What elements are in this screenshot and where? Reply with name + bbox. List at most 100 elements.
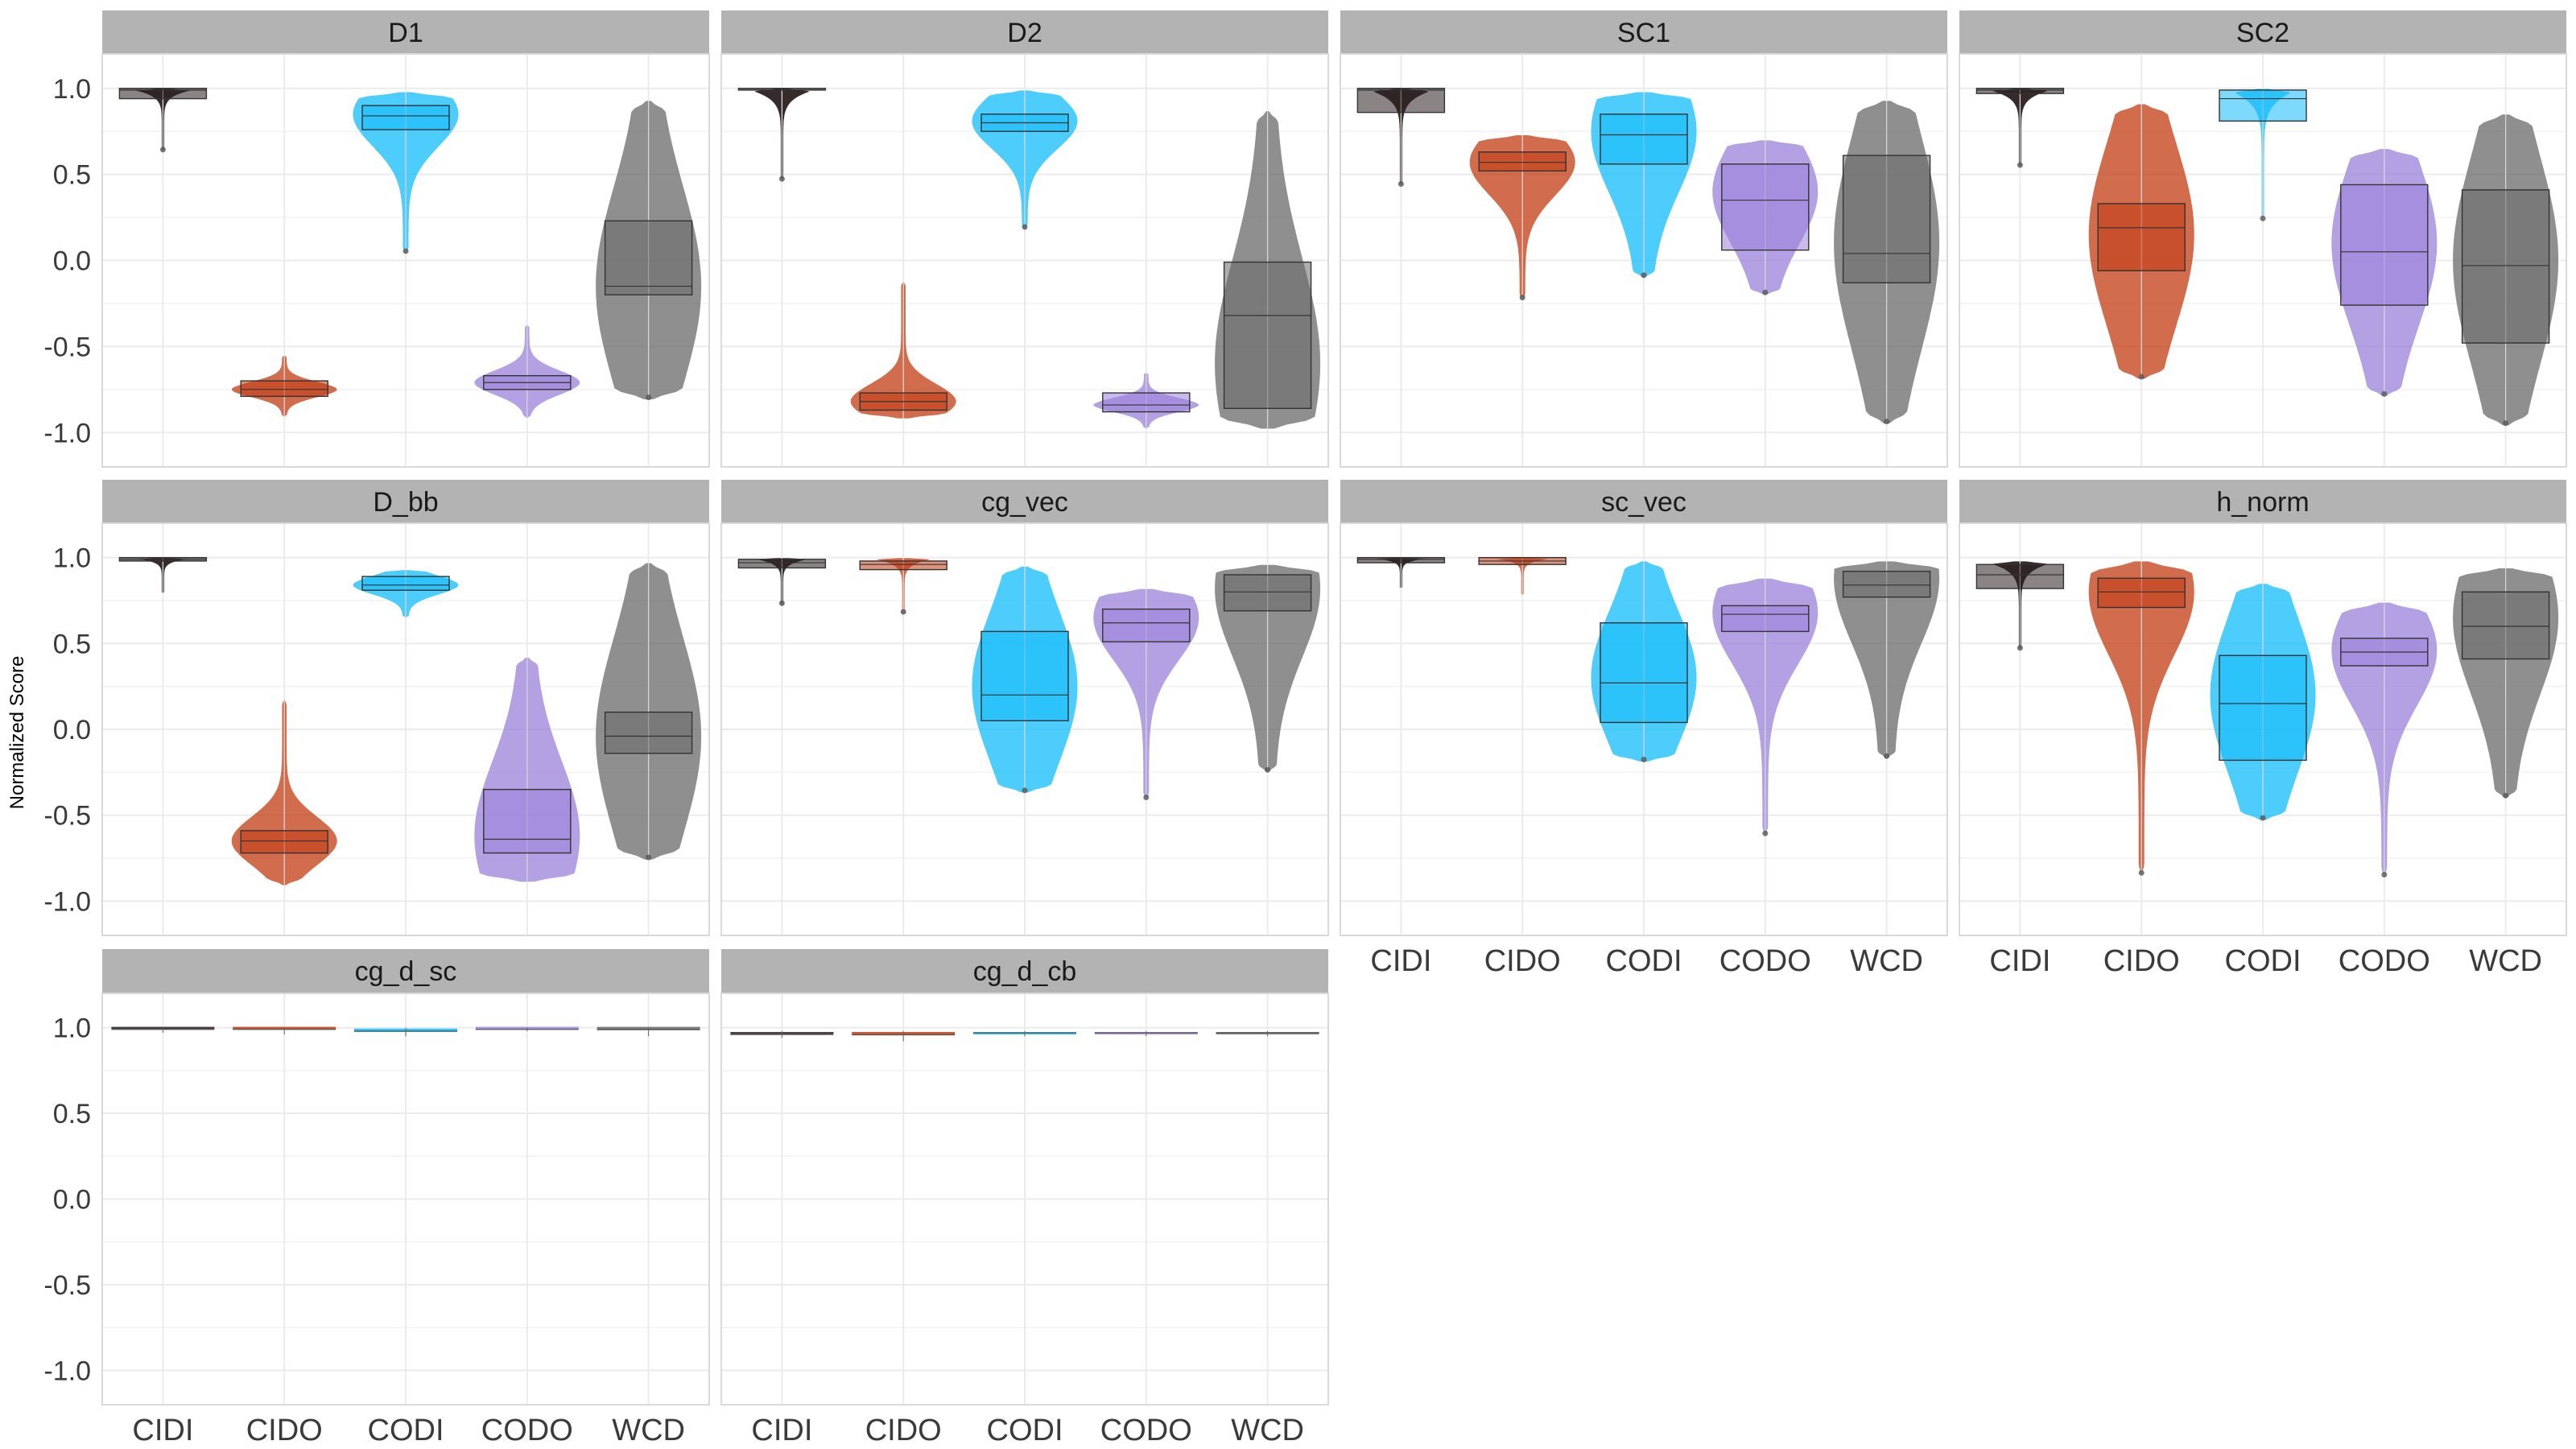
violin-CODO — [2330, 148, 2438, 397]
panel-D_bb: D_bb 1.0 0.5 0.0 -0.5 -1.0 — [43, 480, 710, 936]
box — [361, 105, 450, 130]
x-tick-label: CODO — [1100, 1414, 1192, 1447]
violin-CIDO — [1468, 134, 1576, 301]
outlier-point — [778, 600, 785, 606]
violin-CIDO — [859, 557, 947, 615]
outlier-point — [1519, 295, 1525, 301]
x-tick-label: WCD — [612, 1414, 685, 1447]
outlier-point — [1143, 794, 1150, 800]
panel-cg_d_sc: cg_d_sc 1.0 0.5 0.0 -0.5 -1.0 CIDI CIDO CODI CODO… — [43, 949, 710, 1447]
x-tick-label: CODO — [1719, 944, 1811, 978]
violin-CODI — [352, 91, 460, 254]
violin-CIDO — [230, 698, 338, 886]
y-tick-label: -0.5 — [43, 1270, 91, 1301]
violin-CODI — [352, 569, 460, 618]
violin-CODI — [2219, 88, 2307, 221]
outlier-point — [1641, 757, 1647, 763]
violin-CODI — [1590, 560, 1698, 763]
box — [2461, 591, 2550, 660]
violin-CIDI — [1975, 560, 2065, 651]
outlier-point — [2017, 162, 2023, 168]
panel-strip — [1340, 10, 1947, 54]
violin-CODO — [473, 324, 581, 419]
panel-border — [720, 993, 1329, 1406]
outlier-point — [900, 609, 906, 615]
outlier-point — [1022, 224, 1028, 230]
x-tick-label: CODI — [987, 1414, 1063, 1447]
box — [1842, 155, 1931, 283]
violin-CIDO — [849, 280, 957, 419]
panel-title: sc_vec — [1601, 487, 1686, 518]
violin-CODI — [971, 565, 1079, 794]
y-tick-label: -0.5 — [43, 801, 91, 832]
box — [240, 380, 328, 398]
violin-CIDO — [1478, 556, 1567, 597]
violin-CODO — [1092, 371, 1200, 430]
x-tick-label: CIDI — [132, 1414, 193, 1447]
box — [1102, 392, 1191, 413]
y-tick-label: 0.5 — [53, 629, 91, 659]
violin-CODI — [973, 1030, 1076, 1037]
x-tick-label: CIDI — [1989, 944, 2050, 978]
violin-CIDI — [1356, 556, 1446, 589]
y-tick-label: -0.5 — [43, 332, 91, 362]
violin-CIDO — [852, 1030, 956, 1042]
outlier-point — [402, 248, 409, 254]
box — [1600, 114, 1688, 165]
box — [604, 711, 693, 754]
violin-WCD — [1214, 110, 1322, 430]
box — [361, 576, 450, 591]
box — [2097, 203, 2186, 272]
panel-h_norm: h_norm CIDI CIDO CODI CODO WCD — [1959, 480, 2567, 978]
panel-border — [1959, 53, 2567, 468]
box — [1721, 605, 1810, 633]
violin-CIDI — [737, 557, 827, 606]
outlier-point — [646, 394, 652, 401]
panel-border — [101, 522, 710, 936]
violin-WCD — [1833, 100, 1941, 425]
panel-strip — [1340, 480, 1947, 523]
violin-CIDI — [730, 1030, 834, 1038]
x-tick-label: CIDO — [2103, 944, 2180, 978]
x-tick-label: CODO — [481, 1414, 573, 1447]
outlier-point — [1265, 766, 1271, 773]
panel-border — [1340, 522, 1948, 936]
violin-WCD — [2452, 114, 2560, 427]
panel-strip — [1959, 480, 2566, 523]
outlier-point — [2138, 869, 2145, 876]
violin-CIDO — [230, 354, 338, 418]
box — [1356, 88, 1446, 114]
box — [118, 88, 208, 100]
x-tick-label: WCD — [1231, 1414, 1304, 1447]
box — [2219, 654, 2307, 762]
outlier-point — [2260, 815, 2266, 821]
box — [1721, 163, 1810, 251]
violin-WCD — [1833, 560, 1941, 759]
violin-CODO — [2330, 601, 2438, 877]
violin-CIDO — [233, 1026, 336, 1035]
violin-CIDI — [1356, 88, 1446, 188]
y-tick-label: 0.5 — [53, 1099, 91, 1129]
violin-WCD — [1216, 1030, 1319, 1037]
outlier-point — [1022, 787, 1028, 794]
x-tick-label: WCD — [1850, 944, 1923, 978]
outlier-point — [2017, 645, 2023, 651]
violin-CIDI — [737, 88, 827, 182]
y-tick-label: 0.0 — [53, 246, 91, 277]
box — [980, 630, 1069, 722]
x-tick-label: CIDO — [865, 1414, 942, 1447]
x-tick-label: CODI — [2225, 944, 2301, 978]
outlier-point — [646, 854, 652, 861]
box — [1975, 564, 2065, 589]
x-tick-label: CIDO — [246, 1414, 323, 1447]
x-tick-label: CODI — [1606, 944, 1682, 978]
panel-title: SC2 — [2236, 18, 2289, 48]
panel-title: h_norm — [2216, 487, 2309, 518]
outlier-point — [2503, 420, 2509, 427]
outlier-point — [159, 147, 166, 153]
y-tick-label: -1.0 — [43, 418, 91, 448]
x-tick-label: WCD — [2469, 944, 2542, 978]
violin-CODO — [1711, 577, 1819, 836]
outlier-point — [2503, 792, 2509, 799]
y-tick-label: 1.0 — [53, 74, 91, 105]
